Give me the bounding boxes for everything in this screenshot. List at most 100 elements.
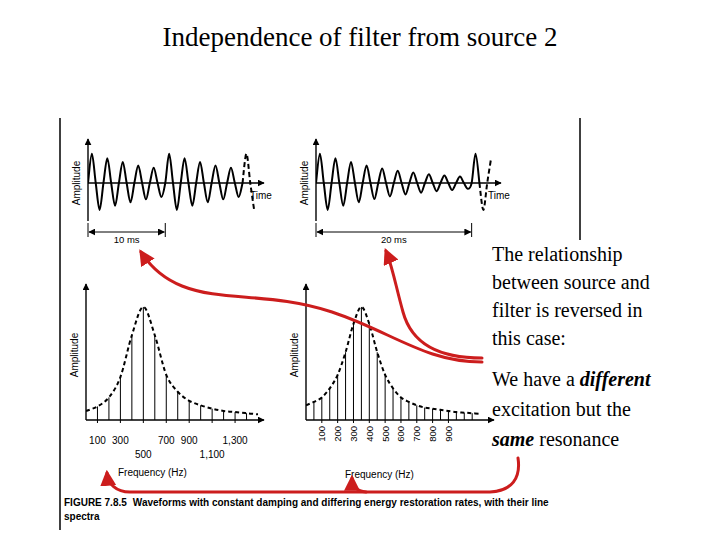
chart: AmplitudeFrequency (Hz)1003005007009001,… [69,284,264,478]
spectral-line [472,413,473,420]
red-arrow [107,458,519,492]
plot-data [316,154,491,210]
spectral-line [235,412,236,420]
x-tick [212,420,213,423]
resonance-envelope [86,307,258,414]
x-tick [235,420,236,423]
x-tick-label: 500 [380,426,391,442]
waveform [243,154,255,210]
spectral-line [313,402,314,420]
spectral-line [424,408,425,420]
x-tick-label: 1,100 [200,449,225,460]
spectral-line [177,392,178,420]
y-axis-label: Amplitude [69,332,80,377]
caption-text: Waveforms with constant damping and diff… [64,497,549,522]
period-bracket [89,232,164,233]
chart: AmplitudeFrequency (Hz)10020030040050060… [289,284,494,480]
figure-border [579,118,581,240]
text-run: The relationship between source and filt… [492,243,650,349]
x-axis-label: Frequency (Hz) [118,467,187,478]
spectral-line [223,411,224,420]
spectral-line [385,375,386,420]
chart: AmplitudeTime10 ms [71,139,272,245]
paragraph: We have a different excitation but the s… [492,364,674,454]
x-axis-label: Time [488,190,510,201]
x-tick [385,420,386,423]
spectral-line [432,409,433,420]
spectral-line [393,388,394,420]
spectral-line [131,335,132,420]
x-tick [416,420,417,423]
bracket-end [88,223,89,237]
x-tick-label: 100 [89,435,106,446]
spectral-line [97,406,98,420]
x-tick-label: 300 [112,435,129,446]
spectral-line [369,324,370,420]
x-tick-label: 400 [364,426,375,442]
x-tick [189,420,190,423]
spectral-line [377,352,378,420]
slide-title: Independence of filter from source 2 [162,22,557,52]
x-tick-label: 700 [158,435,175,446]
x-tick [120,420,121,423]
text-run: excitation but the [492,398,631,420]
chart: AmplitudeTime20 ms [299,139,510,245]
spectral-line [329,388,330,420]
y-axis-label: Amplitude [289,332,300,377]
caption-label: FIGURE 7.8.5 [64,497,127,508]
spectral-line [189,401,190,420]
y-axis-label: Amplitude [299,160,310,205]
emphasis: different [580,368,651,390]
spectral-line [400,397,401,420]
spectral-line [337,375,338,420]
spectral-line [154,335,155,420]
paragraph: The relationship between source and filt… [492,240,674,352]
red-arrow [141,252,482,362]
x-tick [143,420,144,423]
x-tick [369,420,370,423]
x-tick [448,420,449,423]
text-block: The relationship between source and filt… [492,240,674,454]
red-arrow [352,478,366,492]
x-axis [86,419,264,420]
x-tick-label: 900 [181,435,198,446]
red-arrows [107,251,519,492]
spectral-line [416,405,417,420]
x-axis [306,419,494,420]
spectral-line [108,397,109,420]
spectral-line [440,410,441,420]
x-tick-label: 100 [316,426,327,442]
emphasis: same [492,428,534,450]
x-tick [97,420,98,423]
plot-data [86,307,258,420]
bracket-end [471,223,472,237]
x-tick [400,420,401,423]
x-tick-label: 700 [411,426,422,442]
figure-border [59,118,61,530]
x-tick-label: 600 [395,426,406,442]
x-tick [432,420,433,423]
figure-caption: FIGURE 7.8.5Waveforms with constant damp… [64,496,576,524]
y-axis-label: Amplitude [71,160,82,205]
x-tick-label: 500 [135,449,152,460]
period-bracket [317,232,471,233]
x-tick [166,420,167,423]
x-tick-label: 800 [427,426,438,442]
x-tick [353,420,354,423]
spectral-line [464,413,465,420]
x-tick-label: 300 [348,426,359,442]
spectral-line [345,352,346,420]
spectral-line [456,412,457,420]
spectral-line [143,307,144,420]
slide: Independence of filter from source 2 Ampl… [0,0,720,540]
slide-canvas: Independence of filter from source 2 Ampl… [0,0,720,540]
spectral-line [353,324,354,420]
text-run: resonance [534,428,619,450]
bracket-end [165,223,166,237]
plot-data [88,154,254,210]
x-tick-label: 200 [332,426,343,442]
x-axis [88,182,264,183]
x-tick-label: 1,300 [223,435,248,446]
spectral-line [200,405,201,420]
spectral-line [166,375,167,420]
